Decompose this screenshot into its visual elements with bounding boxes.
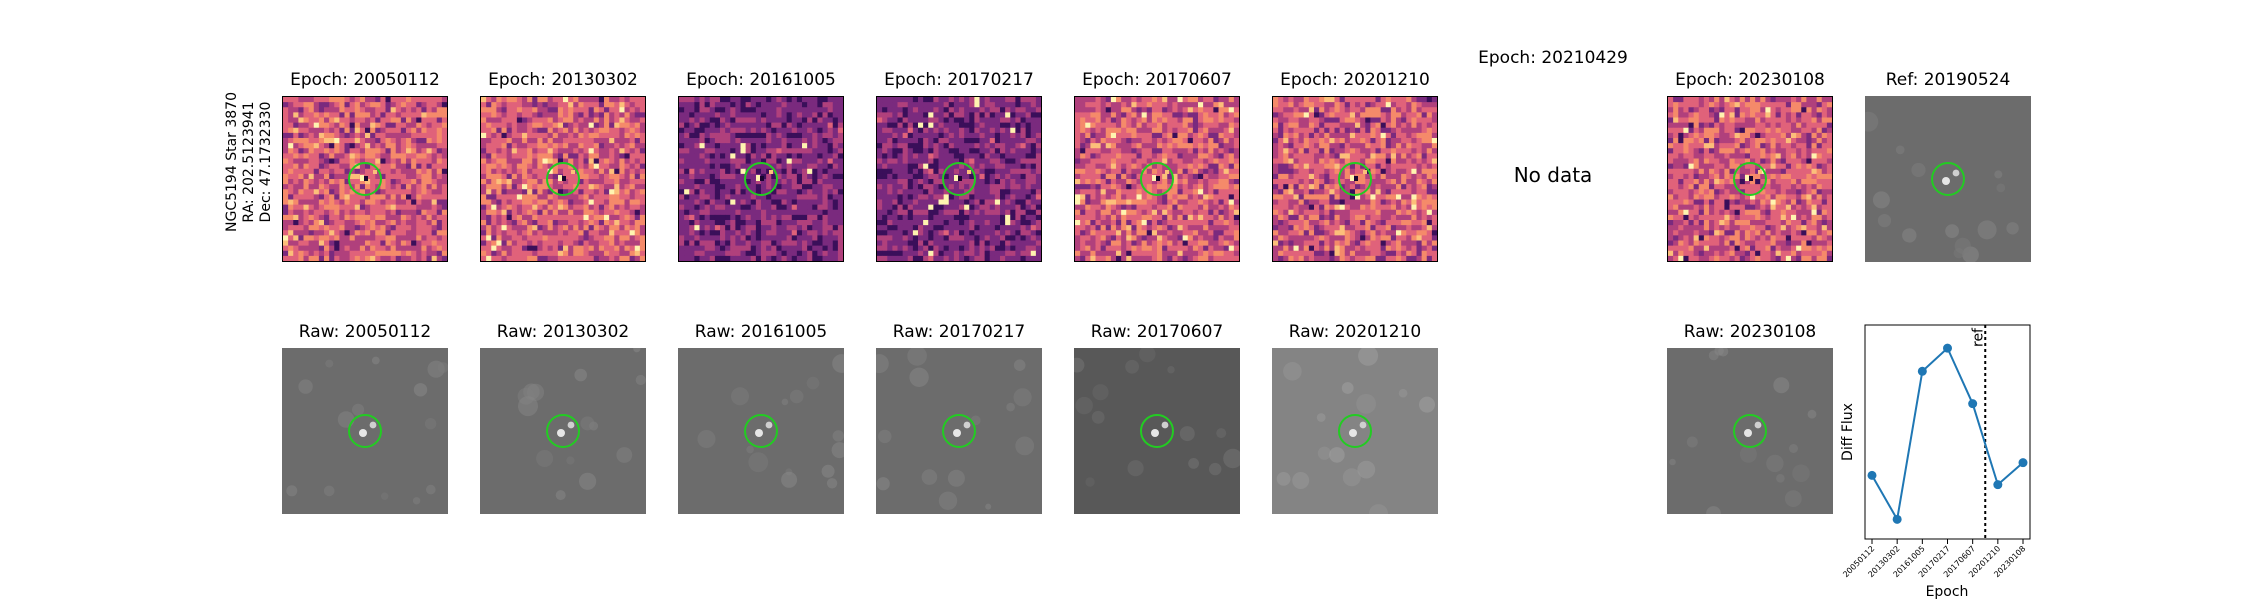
x-ticks-group: 2005011220130302201610052017021720170607… bbox=[1841, 539, 2027, 579]
x-axis-label: Epoch bbox=[1926, 584, 1969, 600]
no-data-message: No data bbox=[1513, 163, 1593, 187]
diff-title-6: Epoch: 20201210 bbox=[1280, 70, 1430, 90]
raw-title-5: Raw: 20170607 bbox=[1090, 322, 1224, 342]
data-point-20201210 bbox=[1993, 480, 2003, 490]
diff-title-5: Epoch: 20170607 bbox=[1082, 70, 1232, 90]
raw-image-4 bbox=[876, 348, 1042, 514]
diff-title-3: Epoch: 20161005 bbox=[686, 70, 836, 90]
data-point-20230108 bbox=[2018, 458, 2028, 468]
diff-image-2 bbox=[480, 96, 646, 262]
raw-image-7 bbox=[1667, 348, 1833, 514]
diff-image-8 bbox=[1667, 96, 1833, 262]
data-point-20050112 bbox=[1867, 470, 1877, 480]
ref-title: Ref: 20190524 bbox=[1885, 70, 2011, 90]
ref-label: ref bbox=[1970, 327, 1986, 347]
raw-image-6 bbox=[1272, 348, 1438, 514]
series-line-group bbox=[1867, 343, 2028, 524]
raw-image-3 bbox=[678, 348, 844, 514]
ref-image bbox=[1865, 96, 2031, 262]
raw-image-2 bbox=[480, 348, 646, 514]
diff-image-6 bbox=[1272, 96, 1438, 262]
diff-title-7: Epoch: 20210429 bbox=[1478, 48, 1628, 68]
data-point-20130302 bbox=[1892, 514, 1902, 524]
diff-title-8: Epoch: 20230108 bbox=[1675, 70, 1825, 90]
diff-image-1 bbox=[282, 96, 448, 262]
raw-title-7: Raw: 20230108 bbox=[1683, 322, 1817, 342]
raw-title-3: Raw: 20161005 bbox=[694, 322, 828, 342]
raw-title-2: Raw: 20130302 bbox=[496, 322, 630, 342]
raw-title-4: Raw: 20170217 bbox=[892, 322, 1026, 342]
diff-image-3 bbox=[678, 96, 844, 262]
data-point-20170607 bbox=[1968, 399, 1978, 409]
diff-title-2: Epoch: 20130302 bbox=[488, 70, 638, 90]
y-axis-label: Diff Flux bbox=[1840, 403, 1856, 461]
raw-title-1: Raw: 20050112 bbox=[298, 322, 432, 342]
series-line bbox=[1871, 346, 2024, 523]
diff-image-4 bbox=[876, 96, 1042, 262]
diff-title-1: Epoch: 20050112 bbox=[290, 70, 440, 90]
diff-title-4: Epoch: 20170217 bbox=[884, 70, 1034, 90]
data-point-20161005 bbox=[1917, 366, 1927, 376]
diff-image-5 bbox=[1074, 96, 1240, 262]
raw-title-6: Raw: 20201210 bbox=[1288, 322, 1422, 342]
data-point-20170217 bbox=[1943, 343, 1952, 353]
raw-image-1 bbox=[282, 348, 448, 514]
raw-image-5 bbox=[1074, 348, 1240, 514]
